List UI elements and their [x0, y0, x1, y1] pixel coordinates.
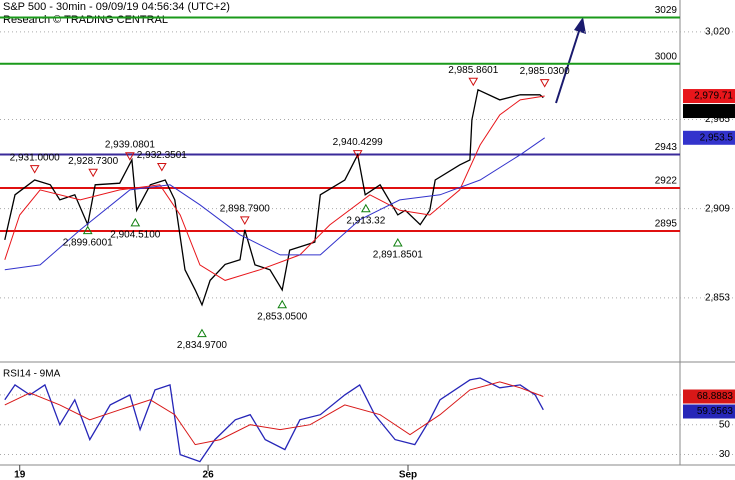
high-label: 2,898.7900 [220, 204, 270, 215]
low-label: 2,904.5100 [110, 229, 160, 240]
low-label: 2,913.32 [346, 215, 385, 226]
low-marker [277, 299, 288, 309]
high-label: 2,931.0000 [10, 152, 60, 163]
y-tick-label: 50 [719, 419, 731, 430]
value-box [683, 404, 735, 419]
chart-title: S&P 500 - 30min - 09/09/19 04:56:34 (UTC… [3, 1, 230, 13]
x-tick-label: Sep [399, 470, 417, 480]
x-tick-label: 26 [203, 470, 215, 480]
series-line [4, 137, 545, 271]
y-tick-label: 2,853 [705, 293, 730, 304]
value-box [683, 89, 735, 104]
level-label: 3000 [655, 51, 678, 62]
high-marker [125, 152, 135, 161]
low-label: 2,899.6001 [63, 237, 113, 248]
low-marker [82, 225, 93, 235]
low-marker [130, 217, 141, 227]
value-box-label: 2,953.5 [700, 132, 734, 143]
high-label: 2,928.7300 [68, 156, 118, 167]
low-label: 2,834.9700 [177, 340, 227, 351]
panel-title: RSI14 - 9MA [3, 369, 61, 380]
high-label: 2,932.3501 [137, 150, 187, 161]
high-marker [29, 165, 40, 174]
level-label: 2895 [655, 219, 678, 230]
high-marker [468, 77, 479, 87]
high-marker [156, 162, 167, 172]
forecast-arrow-head [574, 17, 586, 34]
x-tick-label: 19 [14, 470, 26, 480]
value-box [683, 130, 735, 145]
low-label: 2,853.0500 [257, 311, 307, 322]
level-label: 2922 [655, 176, 678, 187]
forecast-arrow [555, 27, 581, 104]
series-line [4, 381, 544, 446]
low-label: 2,891.8501 [373, 250, 423, 261]
value-box-label: 2,978.71 [694, 106, 733, 117]
value-box-label: 59.9563 [697, 406, 734, 417]
high-marker [539, 79, 550, 88]
high-label: 2,985.8601 [448, 65, 498, 76]
high-marker [239, 216, 250, 225]
value-box [683, 389, 735, 404]
series-line [4, 377, 544, 463]
level-label: 3029 [655, 5, 678, 16]
high-marker [88, 168, 99, 178]
high-label: 2,939.0801 [105, 139, 155, 150]
level-label: 2943 [655, 142, 678, 153]
y-tick-label: 2,965 [705, 114, 730, 125]
value-box [683, 104, 735, 119]
low-marker [392, 237, 403, 247]
y-tick-label: 2,909 [705, 203, 730, 214]
low-marker [360, 203, 371, 213]
high-marker [352, 150, 363, 159]
value-box-label: 2,979.71 [694, 91, 733, 102]
series-line [4, 88, 544, 307]
series-line [4, 95, 545, 281]
high-label: 2,985.0300 [520, 66, 570, 77]
value-box-label: 68.8883 [697, 391, 734, 402]
high-label: 2,940.4299 [333, 137, 383, 148]
y-tick-label: 3,020 [705, 26, 730, 37]
low-marker [197, 328, 207, 338]
chart-subtitle: Research © TRADING CENTRAL [3, 14, 168, 26]
y-tick-label: 30 [719, 449, 731, 460]
